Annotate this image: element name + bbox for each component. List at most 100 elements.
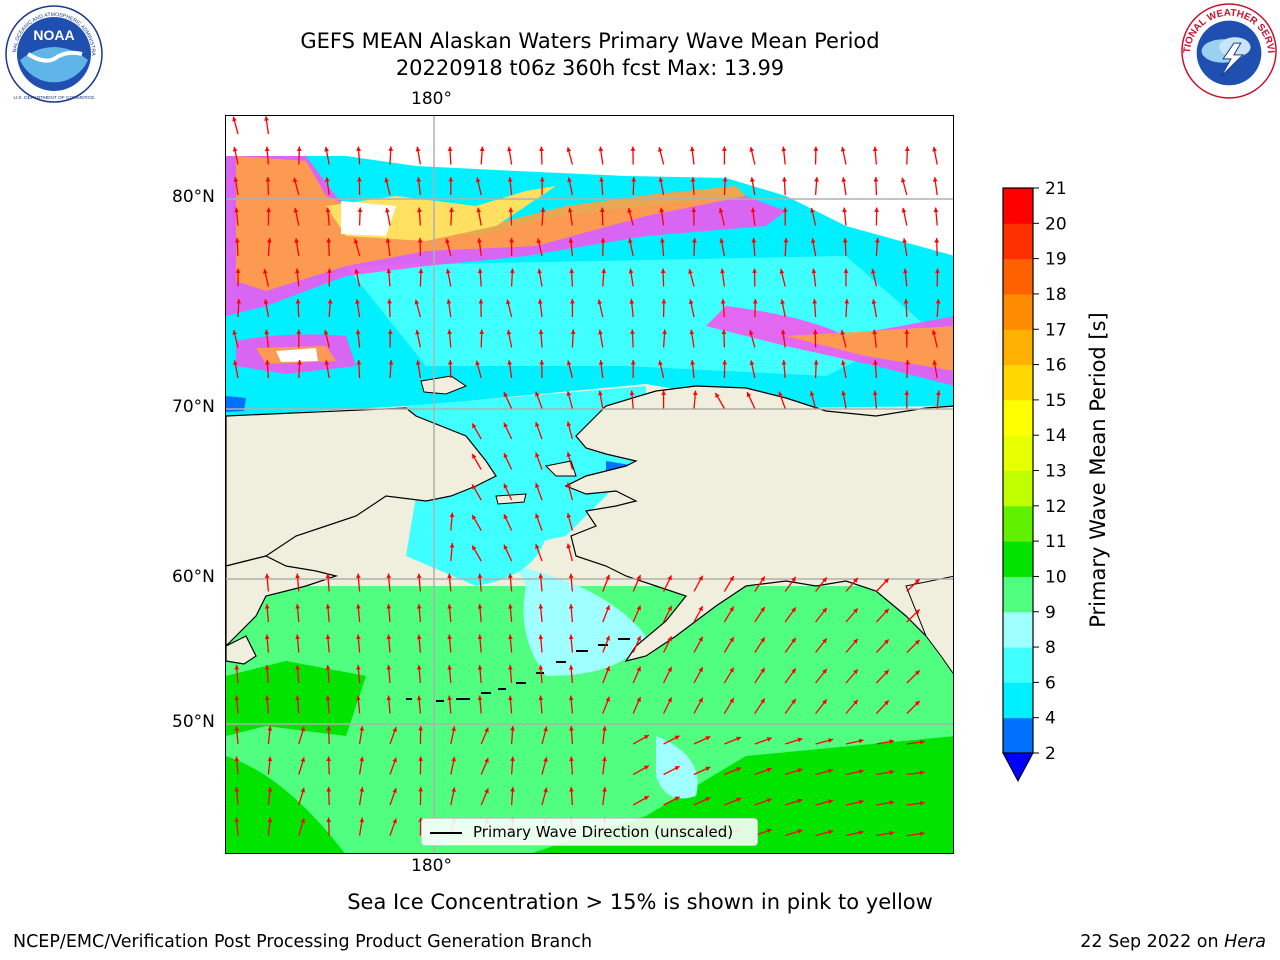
wave-direction-arrowhead [292,177,298,183]
wave-direction-arrowhead [295,299,301,304]
wave-direction-arrowhead [629,299,635,304]
wave-direction-arrowhead [698,606,703,612]
wave-direction-arrowhead [295,665,301,670]
footer-host: Hera [1224,932,1266,952]
wave-direction-arrowhead [914,578,920,584]
wave-direction-arrowhead [475,360,480,366]
wave-direction-arrowhead [791,698,796,704]
no-data-region-north [226,116,953,256]
wave-direction-arrowhead [359,756,365,762]
wave-direction-arrowhead [760,698,765,704]
sea-ice-mid-band [236,156,746,291]
wave-direction-arrowhead [600,238,606,243]
wave-direction-arrowhead [508,665,513,670]
wave-direction-arrowhead [384,177,390,183]
colorbar-segment [1003,223,1033,260]
wave-direction-arrowhead [537,268,542,274]
chart-title: GEFS MEAN Alaskan Waters Primary Wave Me… [300,29,880,53]
wave-direction-arrowhead [267,756,273,762]
wave-direction-arrowhead [566,452,572,457]
wave-direction-arrowhead [871,268,876,274]
wave-direction-arrowhead [416,604,422,609]
wave-direction-arrowhead [883,700,889,706]
wave-direction-arrowhead [538,634,544,640]
footer-date-text: 22 Sep 2022 on [1080,932,1225,952]
wave-direction-arrowhead [750,177,755,183]
wave-direction-arrowhead [919,770,925,776]
wave-direction-arrowhead [932,146,937,152]
wave-direction-arrowhead [760,637,765,643]
wave-direction-arrowhead [810,207,815,213]
colorbar-segment [1003,435,1033,471]
wave-direction-arrowhead [729,667,734,673]
wave-direction-arrowhead [720,268,725,274]
wave-direction-arrowhead [780,299,785,305]
colorbar-segment [1003,505,1033,542]
wave-direction-arrowhead [643,735,649,740]
wave-direction-arrowhead [605,574,610,580]
wave-direction-arrowhead [660,268,666,273]
wave-direction-arrowhead [636,575,641,581]
wave-direction-arrowhead [598,329,603,335]
wave-direction-arrowhead [508,604,513,609]
wave-direction-arrowhead [598,146,604,152]
wave-direction-arrowhead [506,329,512,335]
wave-direction-arrowhead [296,329,302,334]
wave-direction-arrowhead [537,299,543,304]
wave-direction-arrowhead [264,695,270,701]
colorbar-segment [1003,258,1033,295]
wave-direction-arrowhead [415,329,420,335]
wave-direction-arrowhead [598,390,603,396]
wave-direction-arrowhead [902,238,908,243]
colorbar-segment [1003,682,1033,719]
wave-direction-arrowhead [535,483,540,489]
wave-direction-arrowhead [508,573,513,579]
wave-direction-arrowhead [901,207,907,213]
wave-direction-arrowhead [477,695,483,701]
wave-direction-arrowhead [840,146,846,152]
wave-direction-arrowhead [415,146,421,152]
wave-direction-arrowhead [721,329,727,334]
wave-direction-arrowhead [359,726,365,731]
wave-direction-arrowhead [356,634,361,640]
wave-direction-arrowhead [543,757,548,762]
wave-direction-arrowhead [828,768,834,774]
wave-direction-arrowhead [567,207,573,213]
wave-direction-arrowhead [294,238,300,243]
wave-direction-arrowhead [505,299,511,305]
wave-direction-arrowhead [414,299,420,305]
wave-direction-arrows [232,116,941,837]
wave-direction-arrowhead [698,575,703,581]
wave-direction-arrowhead [883,608,889,614]
wave-direction-arrowhead [356,360,362,365]
wave-direction-arrowhead [661,390,666,395]
aleutian-island [516,682,526,684]
wave-direction-arrowhead [478,299,484,304]
colorbar-title: Primary Wave Mean Period [s] [1086,312,1110,628]
colorbar-tick-label: 20 [1045,214,1067,234]
wave-direction-arrowhead [535,544,540,550]
wave-direction-arrowhead [568,573,574,579]
wave-direction-arrowhead [636,666,641,672]
map-panel: Primary Wave Direction (unscaled) [225,115,954,854]
period-field-9-10 [226,586,953,853]
colorbar-tick-label: 15 [1045,391,1067,411]
colorbar-tick-label: 8 [1045,638,1056,658]
wave-direction-arrowhead [766,828,772,834]
wave-direction-arrowhead [535,452,540,458]
wave-direction-arrowhead [510,756,515,762]
wave-direction-arrowhead [475,177,481,183]
wave-direction-arrowhead [605,605,610,611]
wave-direction-arrowhead [326,817,332,822]
wave-direction-arrowhead [535,513,540,519]
aleutian-island [556,661,566,663]
wave-direction-arrowhead [567,177,572,183]
wave-direction-arrowhead [779,269,785,274]
wave-direction-arrowhead [265,360,270,365]
colorbar-tick-label: 6 [1045,673,1056,693]
wave-direction-arrowhead [889,830,895,836]
wave-direction-arrowhead [636,697,641,703]
latitude-label-50n: 50°N [172,712,215,732]
aleutian-island [536,672,544,674]
wave-direction-arrowhead [232,146,238,152]
